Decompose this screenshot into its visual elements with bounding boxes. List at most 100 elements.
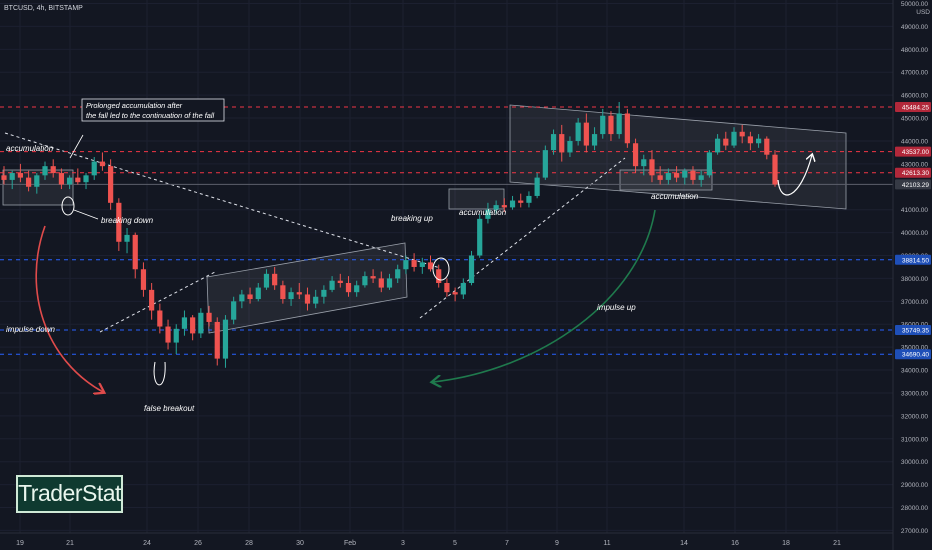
candle-body [321,289,327,297]
time-tick-label: 7 [505,540,509,547]
candle-body [575,122,581,141]
candle-body [362,276,368,286]
candle-body [460,283,466,295]
descending-trendline [4,132,441,269]
candle-body [649,159,655,176]
time-tick-label: 3 [401,540,405,547]
time-axis[interactable]: 19 21 24 26 28 30 Feb 3 5 7 9 11 14 16 18 21 [16,540,841,547]
time-tick-label: 11 [603,540,610,547]
candle-body [501,205,507,208]
candle-body [83,175,89,183]
label-accumulation-left: accumulation [6,144,54,153]
price-axis-currency: USD [916,9,930,16]
price-tick-label: 33000.00 [901,390,928,397]
impulse-up-arrow [433,209,656,382]
price-tick-label: 44000.00 [901,138,928,145]
price-label-badge [895,349,931,360]
candle-body [313,296,319,304]
candle-body [673,173,680,178]
time-tick-label: 24 [143,540,151,547]
candle-body [354,285,360,293]
price-tick-label: 50000.00 [901,1,928,8]
candle-body [550,134,557,151]
callout-line-2: the fall led to the continuation of the … [86,111,215,120]
candle-body [231,301,237,320]
price-label-resistance: 45484.25 [902,104,929,111]
candle-body [75,177,81,183]
price-tick-label: 29000.00 [901,482,928,489]
candle-body [58,173,65,185]
candle-body [296,292,302,295]
candle-body [157,310,163,327]
price-label-badge [895,179,931,190]
candle-body [42,166,48,176]
candle-body [337,280,343,284]
price-label-support: 34690.40 [902,352,929,359]
candle-body [608,115,614,135]
label-accumulation-right: accumulation [651,192,699,201]
candle-body [116,202,122,242]
symbol-title: BTCUSD, 4h, BITSTAMP [4,5,83,12]
breakdown-pointer [73,209,99,220]
candle-body [485,209,491,219]
candle-body [214,321,220,359]
price-label-current: 42103.29 [902,182,929,189]
candle-body [411,260,417,267]
price-label-badge [895,101,931,112]
candle-body [255,287,261,300]
candle-body [436,269,442,284]
price-tick-label: 41000.00 [901,207,928,214]
candle-body [698,175,704,180]
candle-body [534,177,540,196]
label-false-breakout: false breakout [144,404,195,413]
time-tick-label: 28 [245,540,253,547]
label-accumulation-mid: accumulation [459,208,507,217]
price-tick-label: 27000.00 [901,528,928,535]
impulse-down-arrow [35,225,103,392]
price-tick-label: 32000.00 [901,413,928,420]
callout-pointer [69,134,84,159]
time-tick-label: 30 [296,540,304,547]
price-axis-labels: 45484.25 43537.00 42613.30 42103.29 38814.50… [895,101,931,360]
price-label-badge [895,324,931,335]
candle-body [477,218,483,256]
price-tick-label: 37000.00 [901,299,928,306]
breakout-circle [432,257,450,281]
candle-body [386,278,393,288]
candle-body [772,154,778,185]
candle-body [140,269,147,290]
candle-body [665,173,671,180]
price-tick-label: 40000.00 [901,230,928,237]
price-tick-label: 49000.00 [901,24,928,31]
label-breaking-down: breaking down [101,216,154,225]
highlight-circles [61,196,450,281]
price-axis[interactable]: 50000.00 49000.00 48000.00 47000.00 46000.00… [901,1,928,535]
candle-body [173,328,179,343]
candle-body [427,262,434,270]
time-tick-label: 9 [555,540,559,547]
label-impulse-down: impulse down [6,325,55,334]
candle-body [280,285,286,300]
time-tick-label: 16 [731,540,739,547]
label-impulse-up: impulse up [597,303,636,312]
candle-body [1,175,7,180]
breakdown-circle [61,196,75,216]
price-tick-label: 43000.00 [901,161,928,168]
tradestat-logo: TraderStat [16,475,123,513]
candle-body [206,312,212,322]
candle-body [304,294,311,304]
projection-arrow [777,155,812,196]
candle-body [419,262,425,267]
price-tick-label: 45000.00 [901,116,928,123]
price-label-support: 38814.50 [902,257,929,264]
candle-body [764,138,770,155]
candle-body [67,177,73,185]
price-tick-label: 48000.00 [901,47,928,54]
candle-body [165,326,171,343]
time-tick-label: 18 [782,540,790,547]
candle-body [444,283,450,293]
price-tick-label: 35000.00 [901,345,928,352]
candle-body [99,161,106,167]
candle-body [567,140,573,153]
